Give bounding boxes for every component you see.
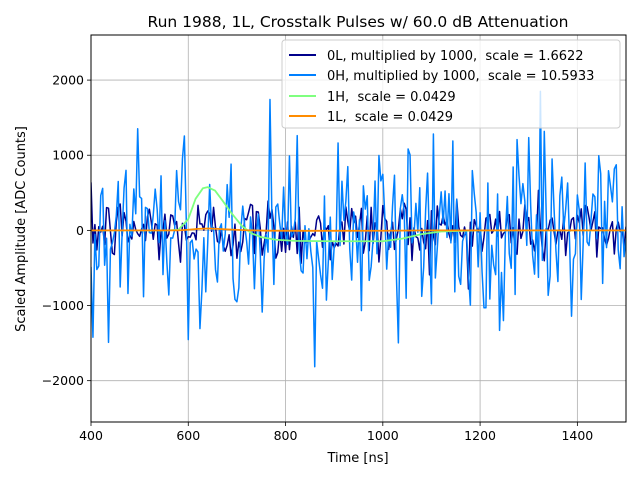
- series-layer: [91, 90, 626, 368]
- y-tick-label: −1000: [42, 298, 84, 313]
- series-line-1H: [91, 186, 626, 243]
- x-tick-label: 400: [79, 428, 103, 443]
- legend: 0L, multiplied by 1000, scale = 1.6622 0…: [281, 39, 621, 129]
- x-tick-label: 600: [176, 428, 200, 443]
- legend-label-0H: 0H, multiplied by 1000, scale = 10.5933: [327, 69, 594, 84]
- y-tick-label: −2000: [42, 373, 84, 388]
- y-tick-label: 2000: [52, 73, 84, 88]
- x-tick-label: 1400: [561, 428, 593, 443]
- x-tick-label: 800: [274, 428, 298, 443]
- legend-box: [281, 39, 621, 129]
- y-tick-label: 1000: [52, 148, 84, 163]
- plot-frame: [90, 34, 627, 423]
- x-tick-label: 1000: [367, 428, 399, 443]
- legend-label-1L: 1L, scale = 0.0429: [327, 110, 453, 125]
- x-axis-label: Time [ns]: [326, 451, 388, 466]
- x-tick-label: 1200: [464, 428, 496, 443]
- y-axis: −2000 −1000 0 1000 2000: [42, 73, 91, 388]
- y-axis-label: Scaled Amplitude [ADC Counts]: [14, 126, 29, 332]
- x-axis: 400 600 800 1000 1200 1400: [79, 422, 593, 443]
- y-tick-label: 0: [76, 223, 84, 238]
- legend-label-1H: 1H, scale = 0.0429: [327, 90, 456, 105]
- chart-title: Run 1988, 1L, Crosstalk Pulses w/ 60.0 d…: [148, 13, 569, 31]
- series-line-1L: [91, 227, 626, 232]
- legend-label-0L: 0L, multiplied by 1000, scale = 1.6622: [327, 49, 584, 64]
